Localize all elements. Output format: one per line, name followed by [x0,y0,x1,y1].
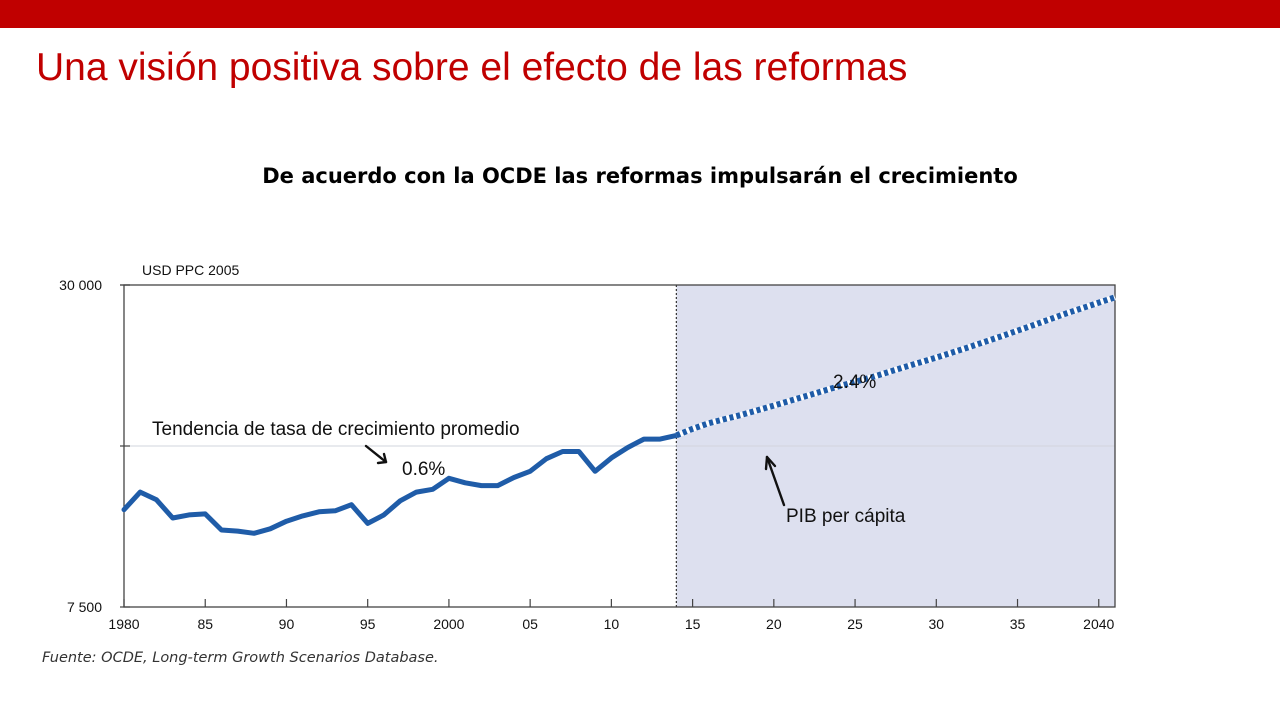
series-line-historical [121,432,679,536]
x-tick-label: 25 [847,616,863,632]
slide-title: Una visión positiva sobre el efecto de l… [36,46,908,89]
x-tick-label: 2040 [1083,616,1114,632]
series-pointer-arrow [764,455,786,507]
x-tick-label: 95 [360,616,376,632]
x-tick-label: 30 [929,616,945,632]
y-tick-label: 30 000 [59,277,102,293]
x-tick-label: 35 [1010,616,1026,632]
x-tick-label: 90 [279,616,295,632]
x-tick-label: 1980 [108,616,139,632]
trend-arrow [364,444,388,465]
x-axis-labels: 1980 85 90 95 2000 05 10 15 20 25 30 35 2040 [108,616,1114,632]
chart-subtitle: De acuerdo con la OCDE las reformas impu… [262,164,1018,188]
top-accent-bar [0,0,1280,28]
x-tick-label: 05 [522,616,538,632]
series-layer [121,294,1116,536]
x-tick-label: 15 [685,616,701,632]
y-axis-unit-label: USD PPC 2005 [142,262,239,278]
series-line-projection [675,294,1116,439]
gdp-per-capita-series-label: PIB per cápita [786,506,906,527]
source-note: Fuente: OCDE, Long-term Growth Scenarios… [42,650,439,666]
projected-growth-rate-label: 2.4% [833,372,876,393]
x-axis-ticks [123,599,1100,607]
x-tick-label: 2000 [433,616,464,632]
trend-annotation-label: Tendencia de tasa de crecimiento promedi… [152,419,520,440]
y-axis-labels: 30 000 7 500 [59,277,102,615]
x-tick-label: 20 [766,616,782,632]
y-tick-label: 7 500 [67,599,102,615]
y-axis-ticks [120,284,130,608]
x-tick-label: 85 [197,616,213,632]
historical-growth-rate-label: 0.6% [402,459,445,480]
x-tick-label: 10 [604,616,620,632]
